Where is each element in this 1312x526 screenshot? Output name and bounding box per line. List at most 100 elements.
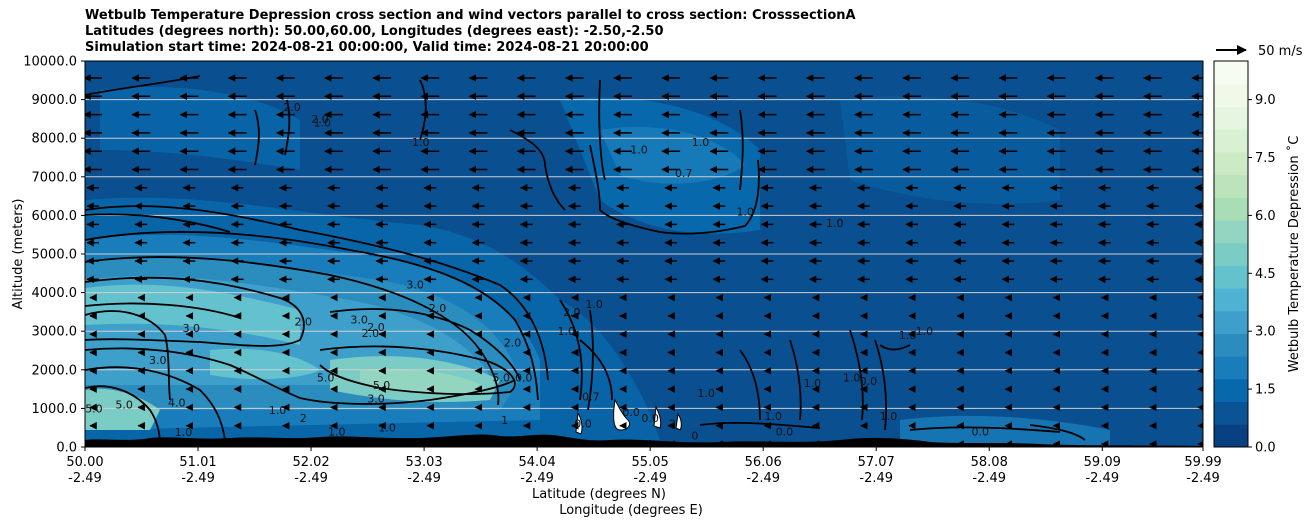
contour-label: 2 xyxy=(300,412,307,425)
contour-label: 5.0 xyxy=(115,398,133,411)
x-tick-label-lon: -2.49 xyxy=(972,471,1006,486)
colorbar-segment xyxy=(1214,265,1248,289)
contour-line xyxy=(739,349,761,421)
contour-line xyxy=(85,385,161,446)
contour-label: 0.0 xyxy=(860,375,878,388)
contour-line xyxy=(589,144,760,235)
y-tick-label: 9000.0 xyxy=(32,93,78,108)
contour-line xyxy=(319,345,516,395)
contour-label: 1.0 xyxy=(765,410,783,423)
x-tick-label-lat: 55.05 xyxy=(632,455,669,470)
contour-labels: 3.03.05.05.0 4.01.02.02.01.01.03.02.0 2.02… xyxy=(85,101,989,442)
colorbar-segment xyxy=(1214,310,1248,334)
contour-line xyxy=(85,213,231,233)
y-tick-label: 7000.0 xyxy=(32,170,78,185)
contour-label: 5.0 xyxy=(373,379,391,392)
contour-label: 5.0 xyxy=(317,371,335,384)
contour-label: 2.0 xyxy=(294,315,312,328)
contour-label: 0.0 xyxy=(641,412,659,425)
wind-key: 50 m/s xyxy=(1216,44,1303,59)
contour-label: 3.0 xyxy=(367,393,385,406)
x-tick-label-lon: -2.49 xyxy=(1186,471,1220,486)
contour-label: 0 xyxy=(691,429,698,442)
wind-vectors xyxy=(85,74,1203,447)
contour-label: 2.0 xyxy=(362,327,380,340)
contour-line xyxy=(598,79,606,181)
x-tick-label-lat: 56.06 xyxy=(745,455,782,470)
x-tick-label-lat: 58.08 xyxy=(971,455,1008,470)
colorbar-frame xyxy=(1213,60,1249,448)
colorbar-segment xyxy=(1214,174,1248,198)
x-tick-label-lat: 54.04 xyxy=(519,455,556,470)
contour-line xyxy=(879,344,911,351)
contour-label: 2.0 xyxy=(504,337,522,350)
colorbar-tick-label: 1.5 xyxy=(1255,383,1276,398)
contour-label: 4.0 xyxy=(168,396,186,409)
contour-label: 1.0 xyxy=(692,136,710,149)
x-tick-label-lon: -2.49 xyxy=(294,471,328,486)
y-tick-label: 0.0 xyxy=(56,441,77,456)
contour-label: 0.0 xyxy=(574,418,592,431)
contour-lines xyxy=(85,75,1086,446)
contour-line xyxy=(587,309,594,411)
contour-label: 1.0 xyxy=(314,117,332,130)
contour-label: 1.0 xyxy=(899,329,917,342)
x-tick-label-lat: 53.03 xyxy=(405,455,442,470)
contour-line xyxy=(559,299,583,401)
colorbar-tick-label: 7.5 xyxy=(1255,151,1276,166)
y-tick-label: 8000.0 xyxy=(32,132,78,147)
contour-label: 2.0 xyxy=(311,113,329,126)
gridlines xyxy=(85,99,1203,409)
contour-line xyxy=(85,230,539,401)
colorbar-tick-label: 3.0 xyxy=(1255,325,1276,340)
y-axis: 0.0 1000.0 2000.0 3000.0 4000.0 5000.0 6000.0 7… xyxy=(23,55,85,456)
contour-label: 2.0 xyxy=(367,321,385,334)
contour-line xyxy=(85,310,171,401)
colorbar: 0.0 1.5 3.0 4.5 6.0 7.5 9.0 xyxy=(1213,60,1276,456)
contour-label: 1 xyxy=(501,414,508,427)
contour-label: 0.0 xyxy=(515,371,533,384)
contour-label: 3.0 xyxy=(350,313,368,326)
colorbar-tick-label: 9.0 xyxy=(1255,93,1276,108)
contour-label: 1.0 xyxy=(843,371,861,384)
contour-label: 0.0 xyxy=(622,406,640,419)
contour-line xyxy=(544,164,566,211)
contour-label: 1.0 xyxy=(804,377,822,390)
contour-label: 5.0 xyxy=(493,371,511,384)
contour-label: 3.0 xyxy=(149,354,167,367)
x-tick-label-lon: -2.49 xyxy=(181,471,215,486)
contour-label: 2.0 xyxy=(429,302,447,315)
contour-label: 1.0 xyxy=(175,426,193,439)
contour-label: 0.7 xyxy=(675,167,693,180)
colorbar-tick-label: 6.0 xyxy=(1255,209,1276,224)
x-tick-label-lon: -2.49 xyxy=(1085,471,1119,486)
colorbar-segment xyxy=(1214,129,1248,153)
x-tick-label-lat: 59.09 xyxy=(1084,455,1121,470)
contour-label: 5.0 xyxy=(85,402,103,415)
contour-line xyxy=(909,426,1061,433)
contour-label: 2.0 xyxy=(283,101,301,114)
colorbar-segment xyxy=(1214,151,1248,176)
x-axis-label-longitude: Longitude (degrees E) xyxy=(559,503,703,518)
colorbar-tick-label: 4.5 xyxy=(1255,267,1276,282)
title-line-2: Latitudes (degrees north): 50.00,60.00, … xyxy=(85,24,664,39)
wind-key-label: 50 m/s xyxy=(1258,44,1303,59)
contour-line xyxy=(874,339,887,431)
x-tick-label-lat: 59.99 xyxy=(1184,455,1221,470)
y-tick-label: 2000.0 xyxy=(32,363,78,378)
contour-line xyxy=(739,109,744,191)
y-tick-label: 10000.0 xyxy=(23,55,77,70)
contour-label: 0.0 xyxy=(776,425,794,438)
colorbar-label: Wetbulb Temperature Depression ˚C xyxy=(1286,136,1302,373)
x-tick-label-lat: 52.02 xyxy=(292,455,329,470)
x-tick-label-lon: -2.49 xyxy=(520,471,554,486)
y-tick-label: 6000.0 xyxy=(32,209,78,224)
y-tick-label: 1000.0 xyxy=(32,402,78,417)
contour-label: 1.0 xyxy=(378,422,396,435)
colorbar-tick-label: 0.0 xyxy=(1255,441,1276,456)
x-tick-label-lat: 50.00 xyxy=(66,455,103,470)
contour-label: 1.0 xyxy=(557,325,575,338)
colorbar-segment xyxy=(1214,333,1248,357)
contour-label: 0.0 xyxy=(972,425,990,438)
